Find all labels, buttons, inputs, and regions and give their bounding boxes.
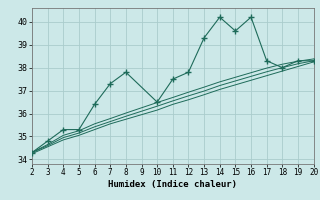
X-axis label: Humidex (Indice chaleur): Humidex (Indice chaleur): [108, 180, 237, 189]
